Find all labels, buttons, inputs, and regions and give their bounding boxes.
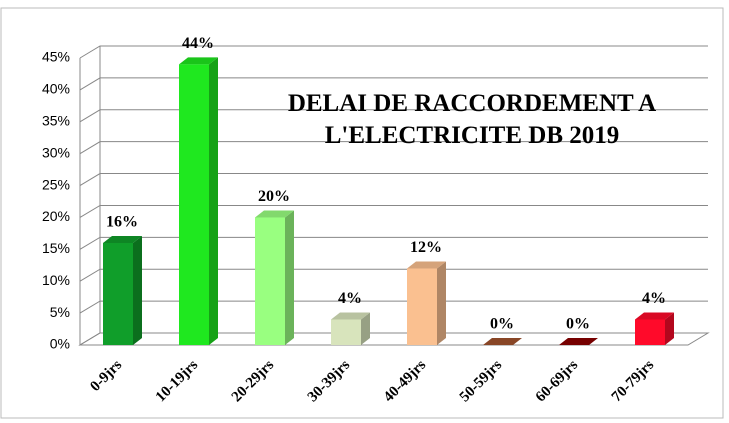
data-label: 44% [182,35,214,52]
bar [179,64,209,345]
grid-line [79,332,708,346]
x-tick-label: 10-19jrs [153,357,202,406]
bar-top [179,57,218,65]
grid-line [79,300,708,314]
x-tick-label: 60-69jrs [533,357,582,406]
x-tick-label: 70-79jrs [609,357,658,406]
bar-side [209,57,218,345]
y-tick-label: 35% [42,112,70,128]
bar [255,217,285,345]
y-tick-label: 30% [42,144,70,160]
data-label: 4% [338,290,362,307]
y-tick-label: 5% [50,304,70,320]
grid-line [79,204,708,218]
y-tick-label: 45% [42,49,70,65]
grid-line [79,141,708,155]
y-tick-label: 0% [50,336,70,352]
bar-top [331,312,370,320]
x-tick-label: 20-29jrs [229,357,278,406]
grid-line [79,236,708,250]
data-label: 0% [566,316,590,333]
y-tick-label: 15% [42,240,70,256]
bar [103,242,133,345]
x-tick-label: 50-59jrs [457,357,506,406]
left-wall [79,46,101,346]
bar-top [407,261,446,269]
bar-top [255,210,294,218]
bar-side [665,312,674,345]
x-tick-label: 40-49jrs [381,357,430,406]
data-label: 4% [642,290,666,307]
grid-line [79,173,708,186]
bar-top [103,235,142,243]
data-label: 12% [410,239,442,256]
data-label: 0% [490,316,514,333]
bar-side [133,235,142,345]
grid-line [79,77,708,91]
bar-side [361,312,370,345]
data-label: 16% [106,214,138,231]
grid-line [79,268,708,282]
y-tick-label: 20% [42,208,70,224]
bar [407,268,437,345]
bar-top [635,312,674,320]
bar-top [559,338,598,345]
grid-line [79,109,708,123]
chart-title: DELAI DE RACCORDEMENT A L'ELECTRICITE DB… [287,90,657,149]
bar [635,319,665,345]
bar-side [285,210,294,345]
x-tick-label: 30-39jrs [305,357,354,406]
bar-side [437,261,446,345]
data-label: 20% [258,188,290,205]
floor [78,332,710,346]
y-tick-label: 25% [42,176,70,192]
x-tick-label: 0-9jrs [87,357,125,395]
bar [331,319,361,345]
grid-line [79,45,708,59]
chart-border [0,7,724,419]
bar-top [483,338,522,345]
y-tick-label: 40% [42,81,70,97]
y-tick-label: 10% [42,272,70,288]
